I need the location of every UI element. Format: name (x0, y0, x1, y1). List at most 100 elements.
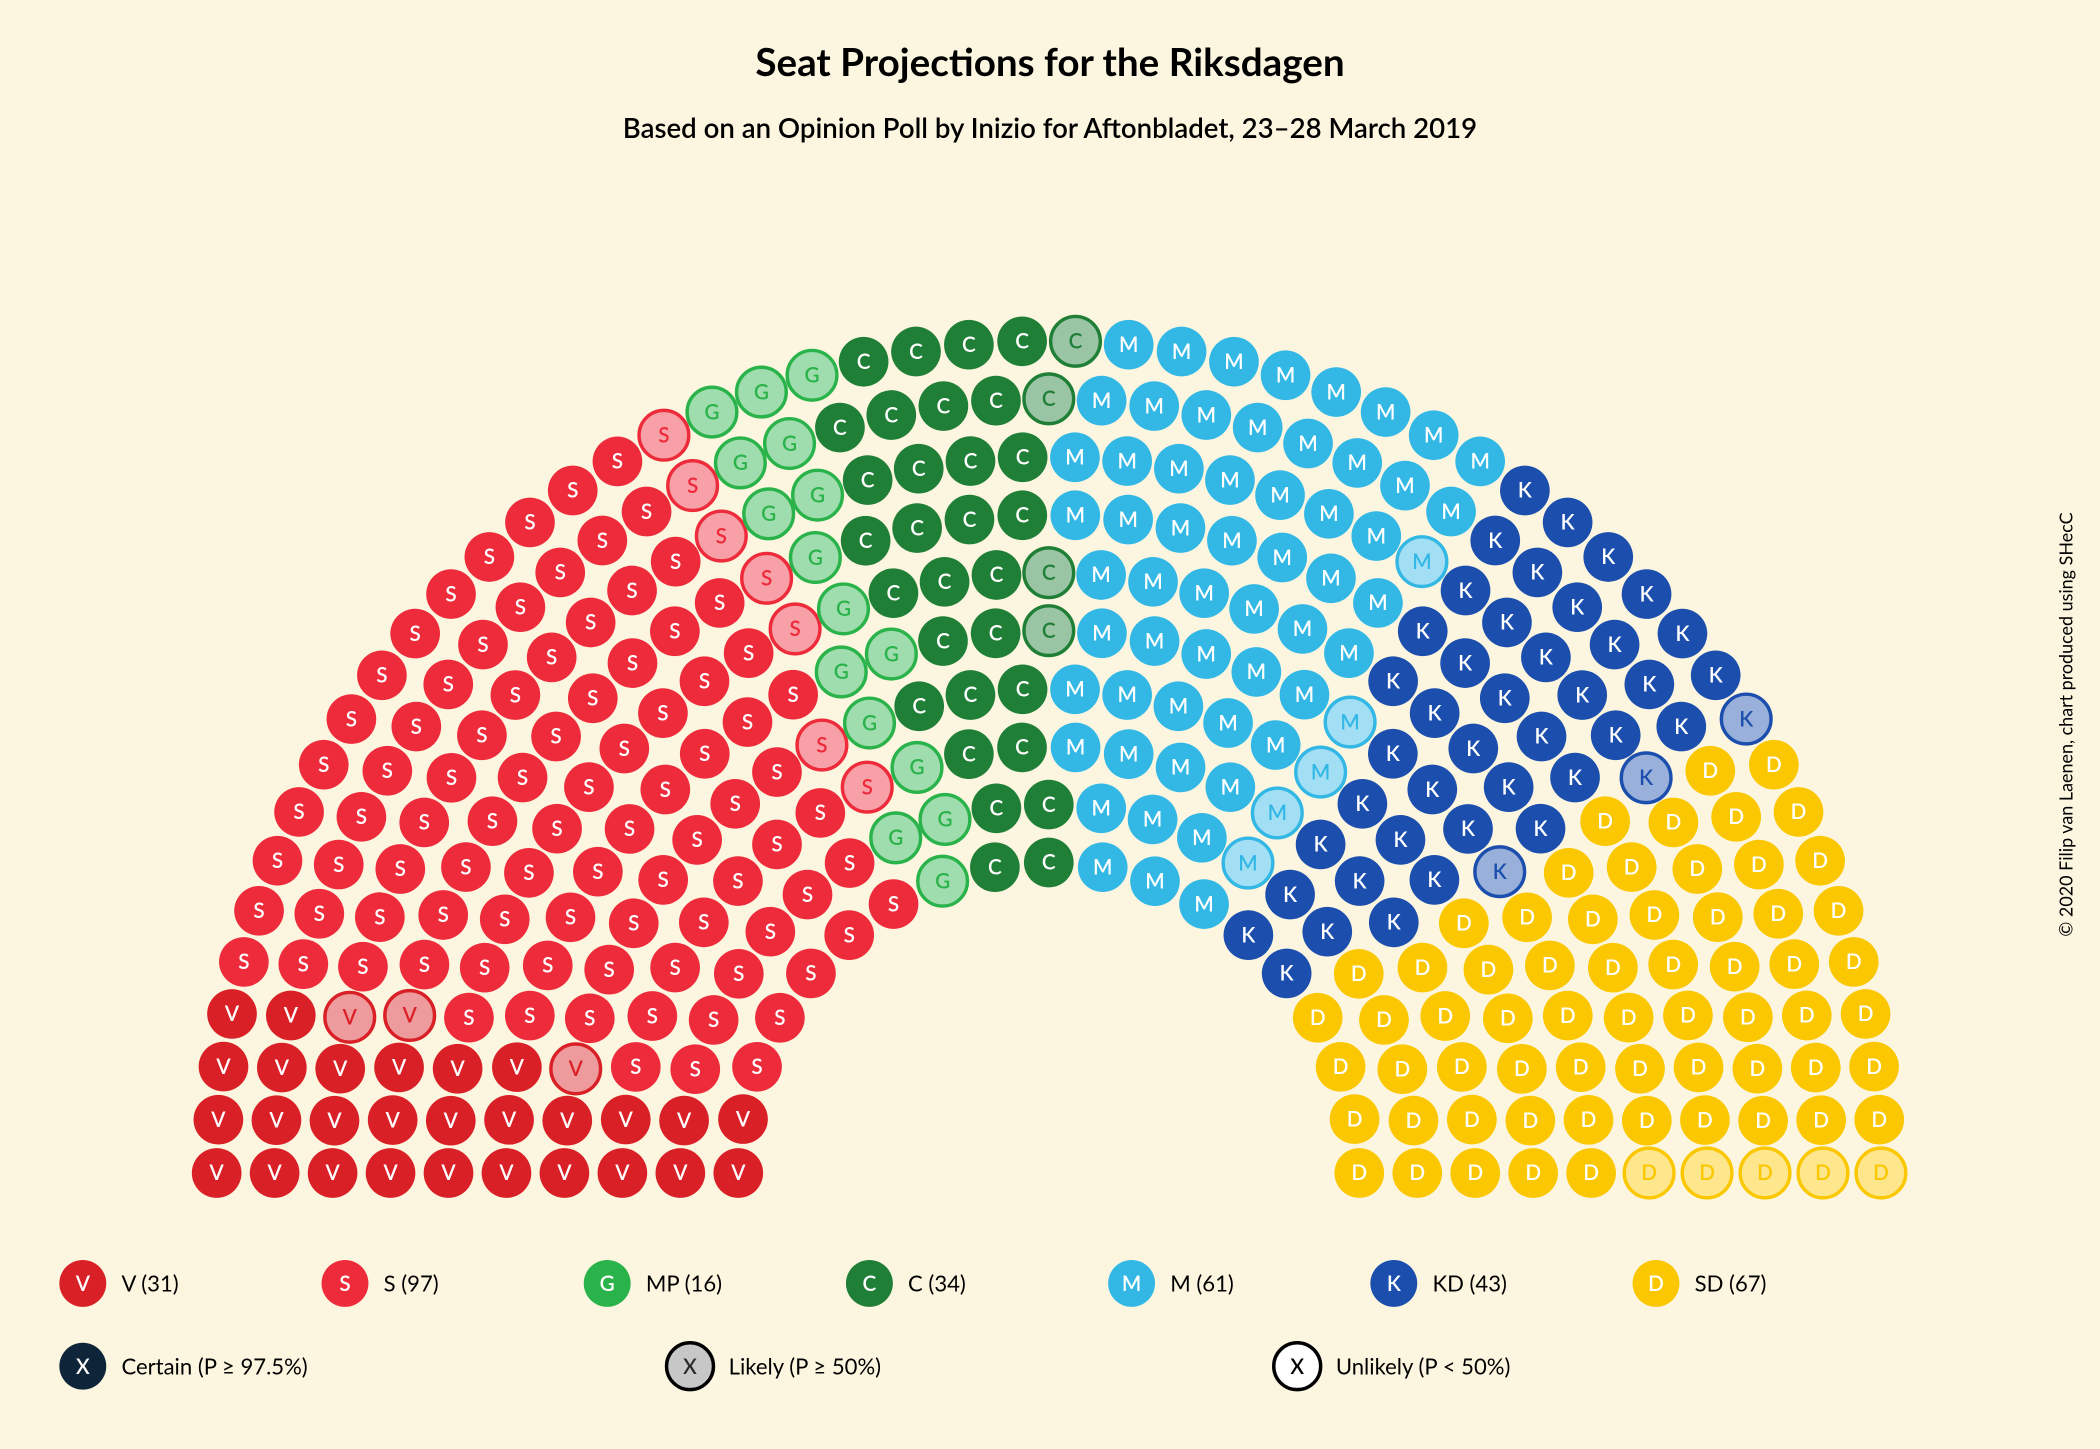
svg-text:D: D (1351, 962, 1367, 986)
svg-text:S: S (460, 855, 471, 879)
svg-text:C: C (1015, 330, 1029, 354)
svg-text:S: S (395, 857, 406, 881)
seat-SD: D (1630, 890, 1680, 940)
svg-text:D: D (1481, 958, 1497, 982)
seat-SD: D (1508, 1148, 1558, 1198)
svg-text:D: D (1815, 1161, 1831, 1185)
seat-M: M (1050, 432, 1100, 482)
seat-V: V (713, 1148, 763, 1198)
svg-text:S: S (761, 567, 772, 591)
seat-M: M (1077, 608, 1127, 658)
svg-text:S: S (356, 805, 367, 829)
seat-S: S (783, 870, 833, 920)
svg-text:K: K (1320, 920, 1335, 944)
svg-text:M: M (1122, 1272, 1141, 1296)
seat-S: S (605, 804, 655, 854)
seat-S: S (535, 548, 585, 598)
seat-SD: D (1588, 943, 1638, 993)
svg-text:M: M (1368, 591, 1387, 615)
svg-text:K: K (1570, 595, 1585, 619)
seat-S: S (391, 702, 441, 752)
svg-text:S: S (443, 673, 454, 697)
seat-S: S (724, 628, 774, 678)
seat-S: S (672, 815, 722, 865)
svg-text:S: S (376, 664, 387, 688)
svg-text:G: G (935, 869, 950, 893)
svg-text:M: M (1171, 756, 1190, 780)
svg-text:K: K (1575, 683, 1590, 707)
svg-text:C: C (1042, 561, 1056, 585)
seat-C: C (997, 316, 1047, 366)
svg-text:D: D (1437, 1004, 1453, 1028)
svg-text:C: C (938, 570, 952, 594)
svg-text:M: M (1248, 416, 1267, 440)
seat-V: V (207, 989, 257, 1039)
svg-text:M: M (1224, 350, 1243, 374)
seat-SD: D (1330, 1094, 1380, 1144)
seat-S: S (651, 537, 701, 587)
svg-text:M: M (1117, 683, 1136, 707)
svg-text:D: D (1770, 902, 1786, 926)
svg-text:K: K (1500, 611, 1515, 635)
svg-text:K: K (1535, 725, 1550, 749)
svg-text:D: D (1581, 1108, 1597, 1132)
seat-SD: D (1316, 1042, 1366, 1092)
seat-KD: K (1369, 898, 1419, 948)
legend-label-SD: SD (67) (1695, 1270, 1767, 1297)
svg-text:C: C (989, 797, 1003, 821)
seat-V: V (718, 1094, 768, 1144)
svg-text:S: S (765, 920, 776, 944)
seat-M: M (1156, 503, 1206, 553)
svg-text:C: C (1015, 736, 1029, 760)
seat-M: M (1278, 604, 1328, 654)
svg-text:K: K (1280, 962, 1295, 986)
svg-text:C: C (1069, 330, 1083, 354)
svg-text:C: C (1042, 387, 1056, 411)
svg-text:C: C (861, 468, 875, 492)
svg-text:D: D (1415, 956, 1431, 980)
svg-text:S: S (612, 450, 623, 474)
seat-M: M (1306, 553, 1356, 603)
seat-SD: D (1796, 1095, 1846, 1145)
seat-M: M (1050, 490, 1100, 540)
svg-text:V: V (614, 1161, 630, 1185)
svg-text:V: V (568, 1057, 584, 1081)
seat-KD: K (1721, 694, 1771, 744)
svg-text:K: K (1674, 715, 1689, 739)
svg-text:K: K (1427, 868, 1442, 892)
seat-S: S (668, 461, 718, 511)
seat-KD: K (1590, 620, 1640, 670)
seat-SD: D (1685, 746, 1735, 796)
seat-MP: G (920, 795, 970, 845)
seat-SD: D (1450, 1148, 1500, 1198)
seat-C: C (944, 729, 994, 779)
seat-V: V (192, 1148, 242, 1198)
svg-text:S: S (487, 809, 498, 833)
seat-S: S (400, 940, 450, 990)
seat-S: S (505, 991, 555, 1041)
seat-S: S (689, 995, 739, 1045)
svg-text:S: S (346, 707, 357, 731)
svg-text:D: D (1467, 1161, 1483, 1185)
seat-M: M (1154, 444, 1204, 494)
seat-SD: D (1733, 1044, 1783, 1094)
svg-text:M: M (1247, 660, 1266, 684)
svg-text:K: K (1530, 561, 1545, 585)
seat-MP: G (819, 584, 869, 634)
svg-text:V: V (210, 1108, 226, 1132)
seat-SD: D (1795, 836, 1845, 886)
seat-S: S (670, 1044, 720, 1094)
svg-text:D: D (1866, 1055, 1882, 1079)
svg-text:S: S (477, 633, 488, 657)
svg-text:C: C (989, 622, 1003, 646)
svg-text:S: S (771, 760, 782, 784)
seat-V: V (310, 1096, 360, 1146)
seat-C: C (815, 403, 865, 453)
seat-M: M (1232, 647, 1282, 697)
seat-M: M (1311, 367, 1361, 417)
svg-text:D: D (1525, 1161, 1541, 1185)
seat-SD: D (1439, 898, 1489, 948)
seat-C: C (946, 436, 996, 486)
seat-S: S (564, 762, 614, 812)
legend-label-C: C (34) (908, 1270, 966, 1297)
